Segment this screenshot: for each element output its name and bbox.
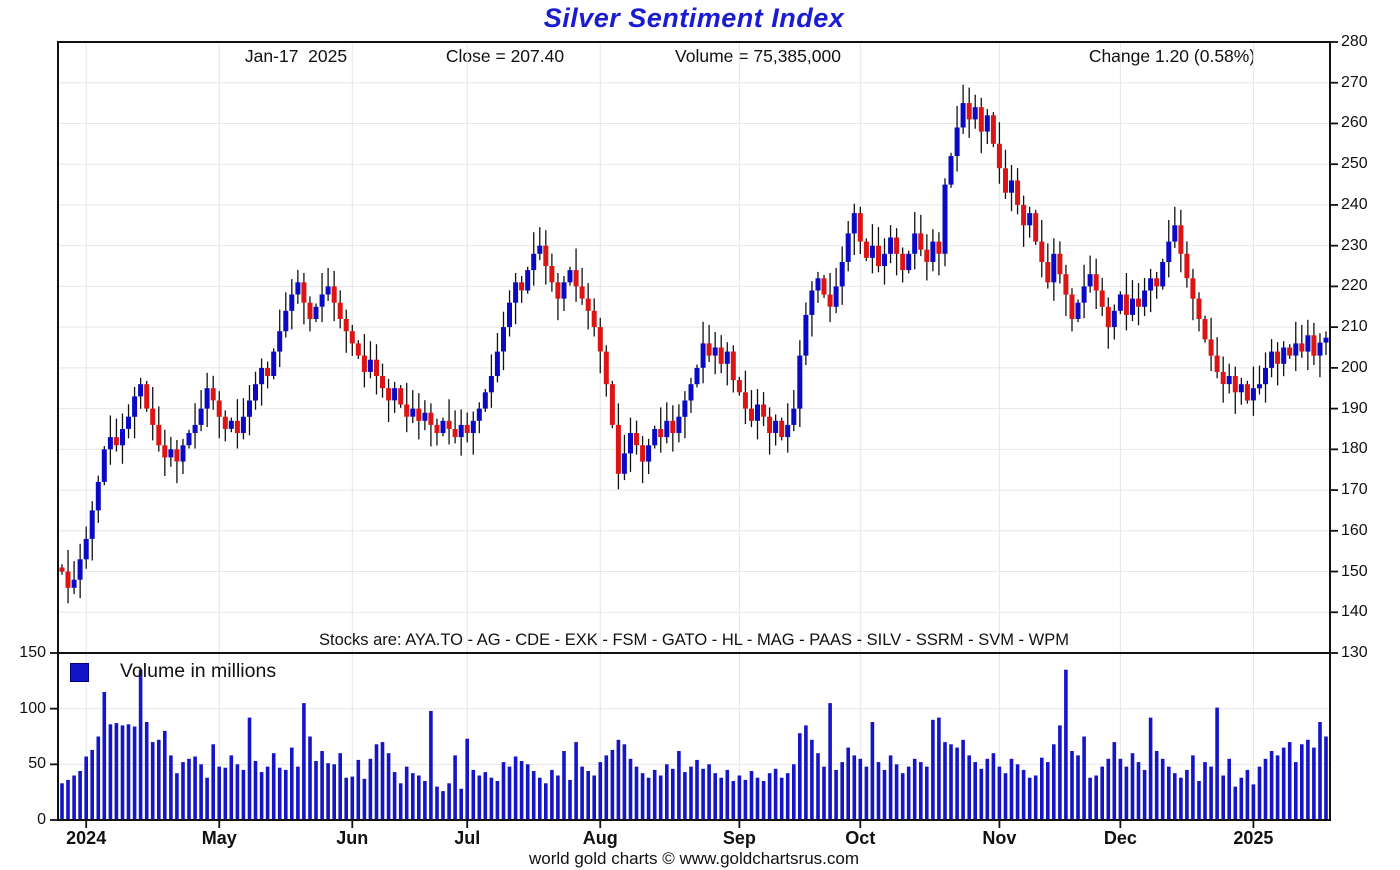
price-tick-label: 200	[1341, 358, 1368, 376]
price-tick-label: 150	[1341, 562, 1368, 580]
price-tick-label: 250	[1341, 155, 1368, 173]
price-tick-label: 270	[1341, 73, 1368, 91]
price-tick-label: 210	[1341, 318, 1368, 336]
price-tick-label: 170	[1341, 481, 1368, 499]
volume-tick-label: 150	[19, 644, 46, 661]
footer-credit: world gold charts © www.goldchartsrus.co…	[529, 849, 859, 868]
volume-series	[60, 669, 1328, 820]
month-label: Aug	[582, 828, 618, 848]
month-label: Nov	[982, 828, 1017, 848]
month-label: 2024	[66, 828, 107, 848]
price-tick-label: 220	[1341, 277, 1368, 295]
header-change: Change 1.20 (0.58%)	[1088, 46, 1256, 66]
month-label: Oct	[845, 828, 876, 848]
month-label: Sep	[722, 828, 756, 848]
volume-tick-label: 0	[37, 811, 46, 828]
header-volume: Volume = 75,385,000	[675, 46, 841, 66]
month-label: May	[201, 828, 237, 848]
price-tick-label: 130	[1341, 644, 1368, 661]
volume-legend-swatch	[70, 663, 89, 682]
gridlines	[58, 42, 1330, 820]
month-label: Jun	[336, 828, 369, 848]
month-label: Jul	[454, 828, 481, 848]
price-tick-label: 260	[1341, 114, 1368, 132]
chart-title: Silver Sentiment Index	[543, 3, 845, 33]
volume-tick-label: 100	[19, 699, 46, 717]
month-label: Dec	[1103, 828, 1137, 848]
price-tick-label: 280	[1341, 33, 1368, 50]
header-date: Jan-17 2025	[244, 46, 348, 66]
price-tick-label: 140	[1341, 603, 1368, 621]
price-tick-label: 180	[1341, 440, 1368, 458]
volume-legend-label: Volume in millions	[120, 660, 277, 682]
stocks-line: Stocks are: AYA.TO - AG - CDE - EXK - FS…	[319, 631, 1069, 649]
header-close: Close = 207.40	[445, 46, 565, 66]
price-tick-label: 160	[1341, 521, 1368, 539]
price-tick-label: 240	[1341, 195, 1368, 213]
price-tick-label: 190	[1341, 399, 1368, 417]
price-tick-label: 230	[1341, 236, 1368, 254]
plot-frame	[50, 41, 1338, 828]
month-label: 2025	[1233, 828, 1274, 848]
volume-tick-label: 50	[28, 755, 46, 773]
candlestick-series	[59, 84, 1329, 604]
